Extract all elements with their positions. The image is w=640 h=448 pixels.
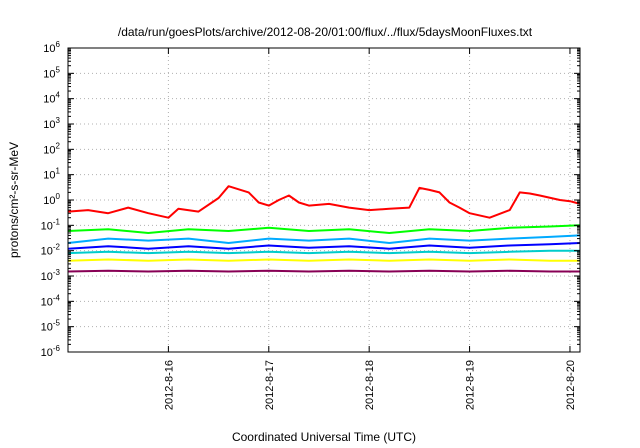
y-tick-label: 103 [43, 116, 60, 131]
y-tick-label: 106 [43, 40, 60, 55]
x-axis-label: Coordinated Universal Time (UTC) [232, 430, 416, 444]
y-tick-base: 10 [43, 94, 55, 106]
y-tick-base: 10 [43, 144, 55, 156]
y-tick-exponent: -5 [53, 319, 61, 328]
y-tick-label: 102 [43, 141, 60, 156]
y-tick-base: 10 [41, 220, 53, 232]
y-tick-exponent: 3 [56, 116, 61, 125]
y-tick-base: 10 [41, 296, 53, 308]
y-tick-label: 10-1 [41, 217, 61, 232]
series-group [67, 185, 581, 273]
y-tick-base: 10 [43, 119, 55, 131]
series-line-2 [67, 234, 581, 244]
y-tick-exponent: -4 [53, 293, 61, 302]
y-tick-base: 10 [41, 347, 53, 359]
y-tick-exponent: 6 [56, 40, 61, 49]
y-tick-labels: 10-610-510-410-310-210-11001011021031041… [41, 40, 61, 359]
series-line-0 [67, 185, 581, 219]
y-tick-label: 10-2 [41, 243, 61, 258]
y-tick-base: 10 [43, 43, 55, 55]
y-tick-label: 10-4 [41, 293, 61, 308]
y-tick-label: 104 [43, 91, 60, 106]
y-tick-exponent: 4 [56, 91, 61, 100]
y-tick-base: 10 [41, 271, 53, 283]
series-line-5 [67, 258, 580, 262]
chart-title: /data/run/goesPlots/archive/2012-08-20/0… [118, 25, 533, 39]
y-tick-base: 10 [41, 322, 53, 334]
y-tick-base: 10 [43, 68, 55, 80]
y-tick-exponent: -2 [53, 243, 61, 252]
y-tick-label: 10-5 [41, 319, 61, 334]
series-line-1 [67, 224, 581, 234]
y-tick-exponent: -3 [53, 268, 61, 277]
y-tick-label: 10-6 [41, 344, 61, 359]
y-tick-exponent: 0 [56, 192, 61, 201]
x-tick-label: 2012-8-19 [465, 360, 477, 410]
y-tick-base: 10 [43, 170, 55, 182]
y-tick-base: 10 [43, 195, 55, 207]
y-tick-exponent: -1 [53, 217, 61, 226]
y-tick-exponent: 5 [56, 65, 61, 74]
y-tick-exponent: 2 [56, 141, 61, 150]
series-line-4 [67, 249, 580, 255]
y-tick-label: 100 [43, 192, 60, 207]
ticks [68, 47, 580, 353]
series-line-3 [67, 242, 581, 250]
series-line-6 [67, 269, 580, 273]
y-tick-base: 10 [41, 246, 53, 258]
x-tick-label: 2012-8-17 [264, 360, 276, 410]
y-tick-exponent: 1 [56, 167, 61, 176]
x-tick-label: 2012-8-18 [364, 360, 376, 410]
y-tick-label: 105 [43, 65, 60, 80]
grid [68, 48, 580, 352]
x-tick-label: 2012-8-20 [565, 360, 577, 410]
y-tick-exponent: -6 [53, 344, 61, 353]
y-tick-label: 10-3 [41, 268, 61, 283]
y-axis-label: protons/cm²-s-sr-MeV [7, 142, 21, 258]
y-tick-label: 101 [43, 167, 60, 182]
x-tick-label: 2012-8-16 [163, 360, 175, 410]
x-tick-labels: 2012-8-16 2012-8-17 2012-8-18 2012-8-19 2012… [163, 360, 577, 410]
